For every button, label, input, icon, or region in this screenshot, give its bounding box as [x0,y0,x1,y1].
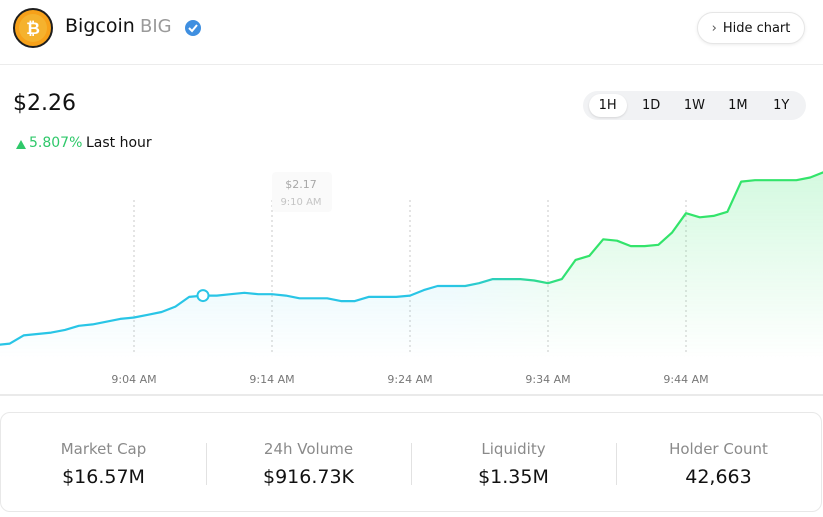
price: $2.26 [13,91,76,116]
coin-icon-inner [19,14,47,42]
period-label: Last hour [86,135,152,151]
coin-name: Bigcoin [65,15,135,37]
price-change: 5.807% [29,135,83,151]
tooltip [272,172,332,212]
coin-symbol: ₿ [26,19,40,39]
area [0,172,823,360]
stat: Holder Count 42,663 [616,413,821,511]
verified-check [188,24,198,33]
divider [0,394,823,396]
stat: 24h Volume $916.73K [206,413,411,511]
timeframe-button[interactable]: 1W [683,98,706,113]
stat: Liquidity $1.35M [411,413,616,511]
stat-value: 42,663 [685,466,752,488]
x-tick-label: 9:04 AM [111,373,156,386]
x-tick-label: 9:24 AM [387,373,432,386]
stat-value: $916.73K [262,466,355,488]
timeframe-button[interactable]: 1Y [773,98,790,113]
button-label: Hide chart [722,20,791,36]
up-arrow [16,140,26,149]
verified-badge [185,20,201,36]
price-line [0,171,823,346]
tooltip-price: $2.17 [285,178,317,191]
x-tick-label: 9:34 AM [525,373,570,386]
stat-label: 24h Volume [263,440,354,458]
stat-value: $16.57M [62,466,145,488]
x-tick-label: 9:14 AM [249,373,294,386]
timeframe-button[interactable]: 1M [728,98,748,113]
divider [0,64,823,65]
stat-label: Liquidity [481,440,546,458]
hover-marker [196,289,210,303]
hide-chart-button[interactable]: › Hide chart [697,12,805,44]
x-tick-label: 9:44 AM [663,373,708,386]
stat-label: Holder Count [669,440,768,458]
stat-value: $1.35M [478,466,549,488]
tooltip-time: 9:10 AM [280,197,321,208]
chart: ₿ 9:04 AM 9:14 AM 9:24 AM 9:34 AM 9:44 AM $2… [0,8,823,386]
coin-ticker: BIG [140,16,172,37]
stat-label: Market Cap [60,440,147,458]
timeframe-button[interactable]: 1H [588,94,627,117]
timeframe-selector: 1H 1D 1W 1M 1Y [583,91,806,120]
stats-card: Market Cap $16.57M 24h Volume $916.73K Liqui… [0,412,822,512]
timeframe-button[interactable]: 1D [641,98,661,113]
stat: Market Cap $16.57M [1,413,206,511]
